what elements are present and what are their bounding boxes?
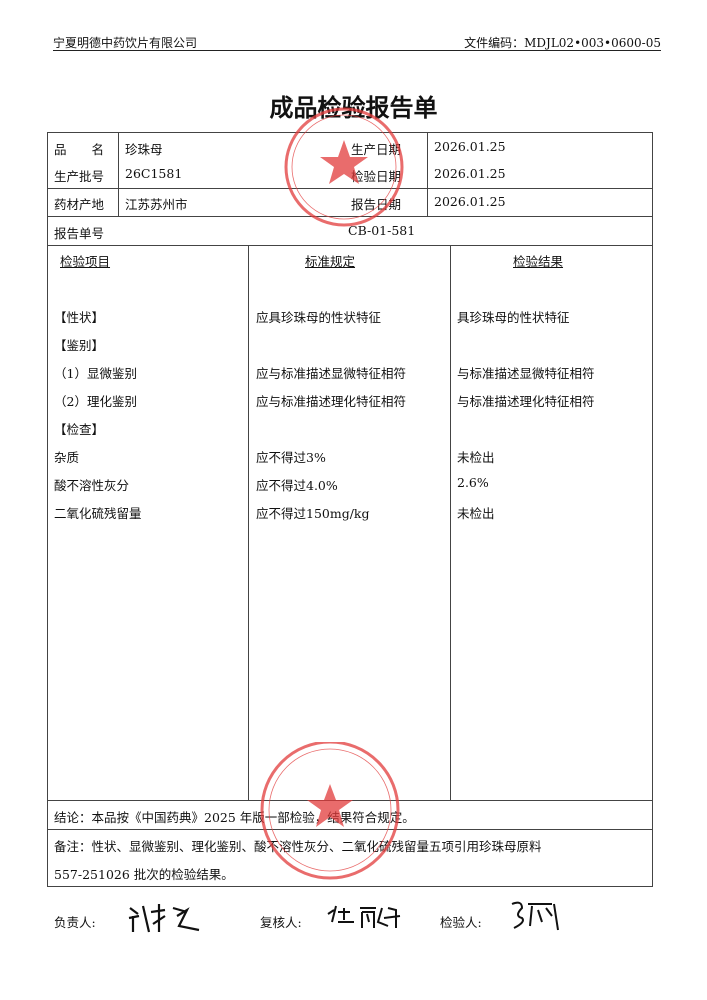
production-date: 2026.01.25: [434, 139, 506, 154]
row-item: （2）理化鉴别: [54, 394, 137, 409]
company-name: 宁夏明德中药饮片有限公司: [53, 36, 198, 50]
row-result: 未检出: [457, 450, 495, 465]
table-line: [47, 132, 48, 886]
row-item: 【鉴别】: [54, 338, 105, 353]
row-item: 【检查】: [54, 422, 105, 437]
row-result: 具珍珠母的性状特征: [457, 310, 570, 325]
row-result: 2.6%: [457, 475, 489, 490]
reviewer-label: 复核人:: [260, 915, 302, 930]
remarks-line-2: 557-251026 批次的检验结果。: [54, 867, 234, 882]
row-standard: 应与标准描述显微特征相符: [256, 366, 407, 381]
row-item: 酸不溶性灰分: [54, 478, 130, 493]
table-line: [47, 188, 653, 189]
row-item: 【性状】: [54, 310, 105, 325]
name-label: 品 名: [54, 142, 105, 157]
origin: 江苏苏州市: [125, 197, 188, 212]
table-line: [47, 829, 653, 830]
row-standard: 应具珍珠母的性状特征: [256, 310, 382, 325]
table-line: [47, 800, 653, 801]
table-line: [652, 132, 653, 886]
column-header-result: 检验结果: [513, 254, 564, 269]
production-date-label: 生产日期: [351, 142, 402, 157]
table-line: [47, 216, 653, 217]
table-line: [427, 132, 428, 216]
table-line: [248, 245, 249, 800]
table-line: [47, 886, 653, 887]
test-date: 2026.01.25: [434, 166, 506, 181]
table-line: [47, 245, 653, 246]
remarks-line-1: 备注：性状、显微鉴别、理化鉴别、酸不溶性灰分、二氧化硫残留量五项引用珍珠母原料: [54, 839, 542, 854]
report-number-label: 报告单号: [54, 226, 105, 241]
test-date-label: 检验日期: [351, 169, 402, 184]
responsible-label: 负责人:: [54, 915, 96, 930]
report-date-label: 报告日期: [351, 197, 402, 212]
product-name: 珍珠母: [125, 142, 163, 157]
row-item: 二氧化硫残留量: [54, 506, 142, 521]
batch-label: 生产批号: [54, 169, 105, 184]
reviewer-signature: [327, 905, 401, 928]
column-header-item: 检验项目: [60, 254, 111, 269]
conclusion: 结论：本品按《中国药典》2025 年版一部检验，结果符合规定。: [54, 810, 415, 825]
responsible-signature: [128, 904, 200, 933]
row-result: 与标准描述显微特征相符: [457, 366, 595, 381]
row-standard: 应不得过3%: [256, 450, 326, 465]
origin-label: 药材产地: [54, 197, 105, 212]
row-standard: 应不得过150mg/kg: [256, 506, 370, 521]
row-result: 未检出: [457, 506, 495, 521]
document-code: 文件编码：MDJL02•003•0600-05: [464, 36, 661, 50]
row-item: 杂质: [54, 450, 80, 465]
batch-number: 26C1581: [125, 166, 183, 181]
table-line: [450, 245, 451, 800]
column-header-standard: 标准规定: [305, 254, 356, 269]
report-date: 2026.01.25: [434, 194, 506, 209]
page-title: 成品检验报告单: [269, 93, 438, 122]
header-rule: [53, 50, 661, 51]
row-standard: 应不得过4.0%: [256, 478, 338, 493]
report-number: CB-01-581: [348, 223, 416, 238]
inspector-label: 检验人:: [440, 915, 482, 930]
row-standard: 应与标准描述理化特征相符: [256, 394, 407, 409]
inspector-signature: [511, 901, 559, 931]
row-item: （1）显微鉴别: [54, 366, 137, 381]
table-line: [118, 132, 119, 216]
row-result: 与标准描述理化特征相符: [457, 394, 595, 409]
table-line: [47, 132, 653, 133]
